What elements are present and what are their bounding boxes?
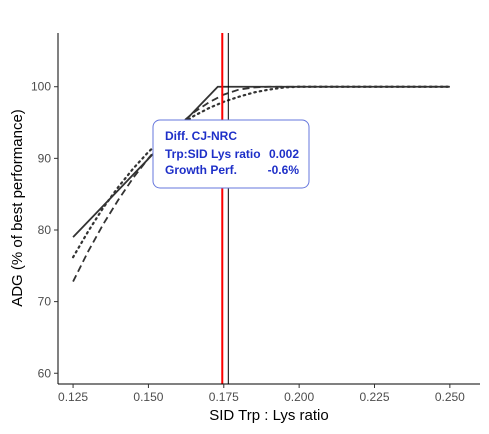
- series-line-solid: [72, 85, 450, 238]
- x-tick-label: 0.125: [58, 390, 88, 404]
- x-tick-label: 0.250: [435, 390, 465, 404]
- y-tick-label: 70: [38, 295, 52, 309]
- x-axis-ticks: 0.125 0.150 0.175 0.200 0.225 0.250: [58, 384, 465, 404]
- x-tick-label: 0.225: [359, 390, 389, 404]
- annotation-value-ratio: 0.002: [269, 147, 299, 161]
- annotation-box: Diff. CJ-NRC Trp:SID Lys ratio 0.002 Gro…: [152, 119, 310, 189]
- annotation-value-growth: -0.6%: [268, 163, 300, 177]
- x-tick-label: 0.200: [284, 390, 314, 404]
- y-axis-title: ADG (% of best performance): [9, 109, 26, 307]
- annotation-title: Diff. CJ-NRC: [165, 129, 237, 143]
- annotation-background: [152, 119, 310, 189]
- y-tick-label: 80: [38, 223, 52, 237]
- x-axis-title: SID Trp : Lys ratio: [209, 407, 328, 424]
- y-axis-ticks: 60 70 80 90 100: [31, 80, 58, 380]
- reference-lines: [221, 33, 229, 384]
- y-tick-label: 100: [31, 80, 51, 94]
- y-tick-label: 60: [38, 366, 52, 380]
- y-tick-label: 90: [38, 151, 52, 165]
- annotation-label-ratio: Trp:SID Lys ratio: [165, 147, 261, 161]
- x-tick-label: 0.150: [133, 390, 163, 404]
- annotation-label-growth: Growth Perf.: [165, 163, 237, 177]
- series-line-dotted: [71, 85, 451, 259]
- plot-panel: [71, 33, 451, 384]
- x-tick-label: 0.175: [209, 390, 239, 404]
